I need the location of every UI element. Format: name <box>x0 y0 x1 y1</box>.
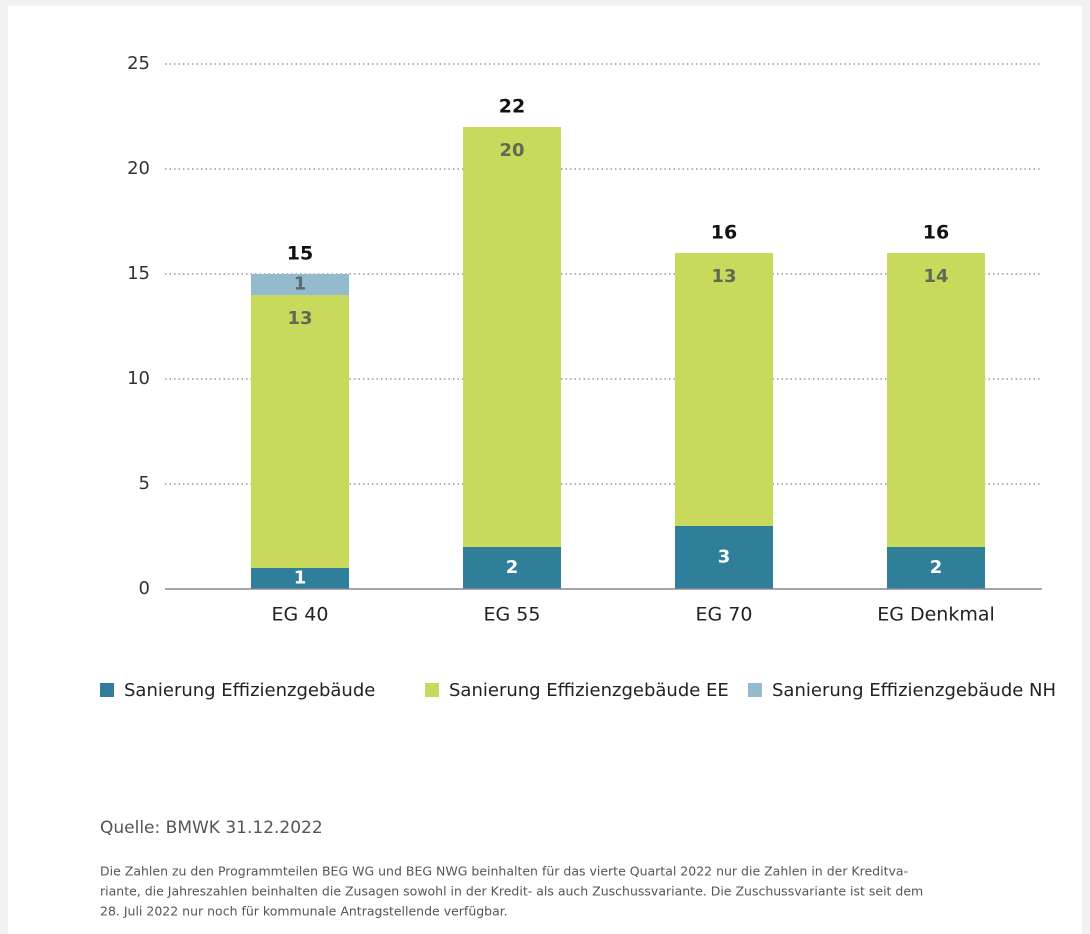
value-label: 14 <box>923 266 948 287</box>
footnote-line: riante, die Jahreszahlen beinhalten die … <box>100 884 923 899</box>
bar-segment <box>675 526 773 589</box>
bar-segment <box>463 547 561 589</box>
value-label: 2 <box>930 557 943 578</box>
bar-segment <box>887 547 985 589</box>
bar-segment <box>675 253 773 526</box>
legend-label: Sanierung Effizienzgebäude <box>124 680 375 701</box>
total-label: 16 <box>923 222 949 244</box>
legend-label: Sanierung Effizienzgebäude EE <box>449 680 729 701</box>
footnote-line: Die Zahlen zu den Programmteilen BEG WG … <box>100 864 908 879</box>
value-label: 2 <box>506 557 519 578</box>
y-tick-label: 25 <box>127 53 150 74</box>
value-label: 1 <box>294 274 307 295</box>
y-tick-label: 0 <box>139 578 150 599</box>
value-label: 13 <box>287 308 312 329</box>
value-label: 13 <box>711 266 736 287</box>
y-tick-label: 20 <box>127 158 150 179</box>
bar-segment <box>463 127 561 547</box>
x-tick-label: EG 55 <box>484 604 541 626</box>
total-label: 22 <box>499 96 525 118</box>
footnote-line: 28. Juli 2022 nur noch für kommunale Ant… <box>100 904 508 919</box>
x-tick-label: EG Denkmal <box>877 604 995 626</box>
source: Quelle: BMWK 31.12.2022 <box>100 818 323 838</box>
value-label: 1 <box>294 568 307 589</box>
total-label: 15 <box>287 243 313 265</box>
total-label: 16 <box>711 222 737 244</box>
bar-segment <box>251 568 349 589</box>
bar-segment <box>251 295 349 568</box>
legend-swatch <box>748 683 762 697</box>
legend-swatch <box>100 683 114 697</box>
bar-segment <box>251 274 349 295</box>
x-tick-label: EG 70 <box>696 604 753 626</box>
bar-segment <box>887 253 985 547</box>
x-tick-label: EG 40 <box>272 604 329 626</box>
legend-label: Sanierung Effizienzgebäude NH <box>772 680 1056 701</box>
y-tick-label: 15 <box>127 263 150 284</box>
y-tick-label: 10 <box>127 368 150 389</box>
value-label: 20 <box>499 140 524 161</box>
y-tick-label: 5 <box>139 473 150 494</box>
value-label: 3 <box>718 547 731 568</box>
legend-swatch <box>425 683 439 697</box>
